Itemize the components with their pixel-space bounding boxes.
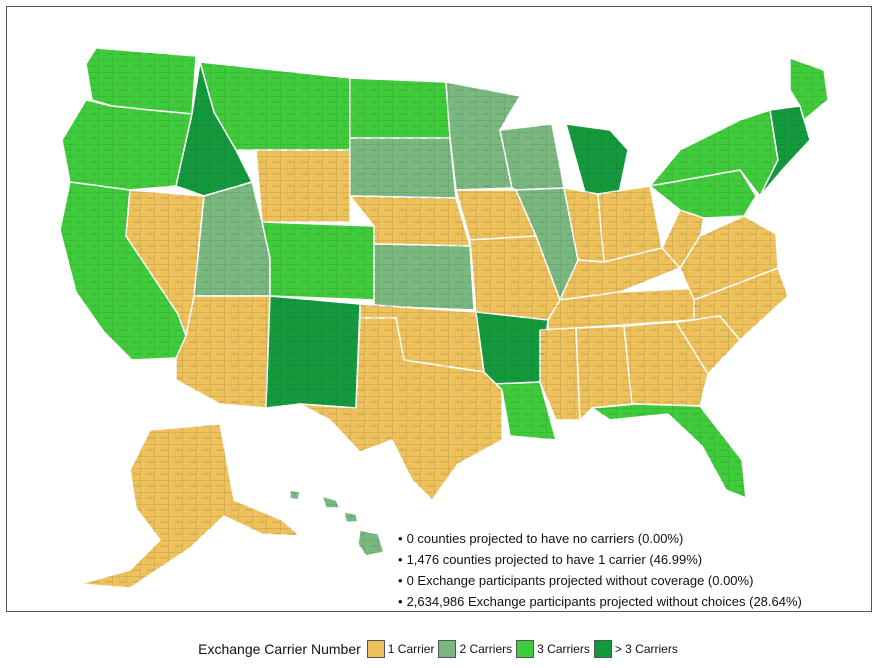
region-county-lines-illinois <box>516 188 578 300</box>
region-county-lines-colorado <box>262 222 374 300</box>
region-county-lines-washington <box>86 48 196 114</box>
region-county-lines-oregon <box>62 100 192 190</box>
region-county-lines-new-england <box>760 106 810 196</box>
legend-label-2-carriers: 2 Carriers <box>459 642 513 656</box>
region-county-lines-iowa <box>456 190 536 240</box>
region-county-lines-montana <box>200 62 350 150</box>
region-county-lines-wyoming <box>256 150 350 222</box>
region-county-lines-south-dakota <box>350 138 456 198</box>
region-county-lines-alaska <box>80 424 300 588</box>
region-county-lines-utah <box>194 182 270 296</box>
legend-title: Exchange Carrier Number <box>198 641 361 657</box>
stat-no-coverage: • 0 Exchange participants projected witho… <box>398 573 754 588</box>
legend-item-more-carriers: > 3 Carriers <box>593 640 678 658</box>
region-county-lines-north-dakota <box>350 78 450 138</box>
region-county-lines-louisiana <box>496 382 556 440</box>
region-county-lines-florida <box>592 404 746 498</box>
legend-item-1-carrier: 1 Carrier <box>366 640 435 658</box>
region-county-lines-south-carolina <box>676 316 740 374</box>
region-county-lines-missouri <box>470 236 560 320</box>
region-county-lines-kentucky <box>560 248 680 300</box>
region-county-lines-nevada <box>126 190 204 336</box>
region-county-lines-texas <box>300 318 502 500</box>
region-county-lines-california <box>60 182 186 360</box>
stat-no-choices: • 2,634,986 Exchange participants project… <box>398 594 802 609</box>
region-county-lines-virginia <box>680 216 778 300</box>
region-county-lines-michigan <box>566 124 628 198</box>
region-county-lines-alabama <box>576 326 632 420</box>
legend-item-2-carriers: 2 Carriers <box>438 640 512 658</box>
legend-label-more-carriers: > 3 Carriers <box>614 642 678 656</box>
legend-item-3-carriers: 3 Carriers <box>516 640 590 658</box>
region-county-lines-pennsylvania <box>650 170 756 218</box>
stats-list: • 0 counties projected to have no carrier… <box>398 528 802 612</box>
region-county-lines-nebraska <box>350 196 470 246</box>
region-county-lines-mississippi <box>540 328 580 420</box>
legend: Exchange Carrier Number 1 Carrier 2 Carr… <box>0 640 880 658</box>
stat-one-carrier: • 1,476 counties projected to have 1 carr… <box>398 552 703 567</box>
region-county-lines-georgia <box>624 322 708 406</box>
region-county-lines-oklahoma <box>360 304 484 372</box>
region-county-lines-indiana <box>564 188 604 262</box>
legend-label-3-carriers: 3 Carriers <box>537 642 590 656</box>
region-county-lines-tennessee <box>548 288 700 330</box>
region-county-lines-wisconsin <box>500 124 564 190</box>
region-county-lines-arizona <box>176 296 270 408</box>
region-county-lines-ohio <box>598 186 662 262</box>
region-county-lines-minnesota <box>446 82 520 190</box>
region-county-lines-maine <box>790 58 828 120</box>
region-county-lines-arkansas <box>476 312 548 384</box>
legend-swatch-3-carriers <box>516 640 535 658</box>
legend-label-1-carrier: 1 Carrier <box>387 642 435 656</box>
region-county-lines-new-york <box>650 110 778 196</box>
region-county-lines-hawaii <box>290 490 384 556</box>
legend-swatch-2-carriers <box>438 640 457 658</box>
region-county-lines-north-carolina <box>676 268 788 340</box>
legend-swatch-1-carrier <box>366 640 385 658</box>
stat-no-carriers: • 0 counties projected to have no carrier… <box>398 531 684 546</box>
region-county-lines-new-mexico <box>266 296 360 408</box>
region-county-lines-idaho <box>176 62 252 196</box>
region-county-lines-kansas <box>374 244 474 310</box>
legend-swatch-more-carriers <box>593 640 612 658</box>
region-county-lines-west-virginia <box>662 210 704 268</box>
